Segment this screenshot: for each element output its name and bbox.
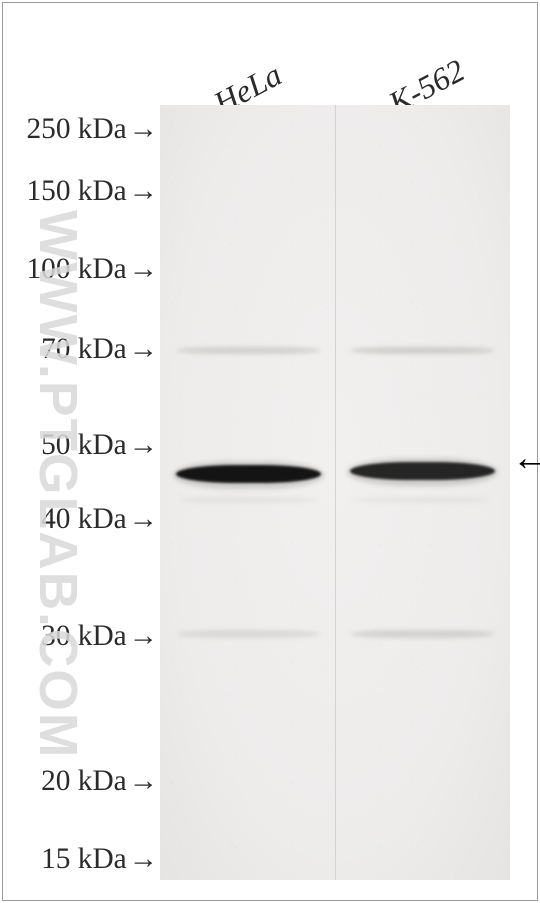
marker-arrow-icon: → — [129, 113, 158, 146]
marker-arrow-icon: → — [129, 253, 158, 286]
marker-4: 50 kDa→ — [0, 429, 158, 462]
faint-band-1-lane-1 — [350, 630, 495, 638]
marker-6: 30 kDa→ — [0, 620, 158, 653]
marker-arrow-icon: → — [129, 503, 158, 536]
marker-label: 15 kDa — [41, 843, 127, 875]
marker-1: 150 kDa→ — [0, 175, 158, 208]
marker-label: 70 kDa — [41, 333, 127, 365]
lane-separator — [335, 105, 336, 880]
marker-label: 150 kDa — [26, 175, 126, 207]
faint-band-2-lane-1 — [352, 497, 492, 503]
marker-5: 40 kDa→ — [0, 503, 158, 536]
marker-arrow-icon: → — [129, 620, 158, 653]
marker-label: 40 kDa — [41, 503, 127, 535]
faint-band-0-lane-1 — [350, 347, 495, 354]
marker-0: 250 kDa→ — [0, 113, 158, 146]
marker-8: 15 kDa→ — [0, 843, 158, 876]
marker-label: 20 kDa — [41, 765, 127, 797]
marker-arrow-icon: → — [129, 765, 158, 798]
blot-area — [160, 105, 510, 880]
marker-arrow-icon: → — [129, 843, 158, 876]
marker-label: 100 kDa — [26, 253, 126, 285]
marker-label: 50 kDa — [41, 429, 127, 461]
marker-label: 30 kDa — [41, 620, 127, 652]
main-band-lane-0 — [176, 465, 321, 483]
marker-arrow-icon: → — [129, 333, 158, 366]
faint-band-0-lane-0 — [176, 347, 321, 354]
marker-7: 20 kDa→ — [0, 765, 158, 798]
marker-3: 70 kDa→ — [0, 333, 158, 366]
faint-band-1-lane-0 — [176, 630, 321, 638]
marker-arrow-icon: → — [129, 175, 158, 208]
target-band-arrow: ← — [512, 436, 540, 479]
faint-band-2-lane-0 — [178, 497, 318, 503]
main-band-lane-1 — [350, 462, 495, 480]
marker-2: 100 kDa→ — [0, 253, 158, 286]
marker-arrow-icon: → — [129, 429, 158, 462]
marker-label: 250 kDa — [26, 113, 126, 145]
